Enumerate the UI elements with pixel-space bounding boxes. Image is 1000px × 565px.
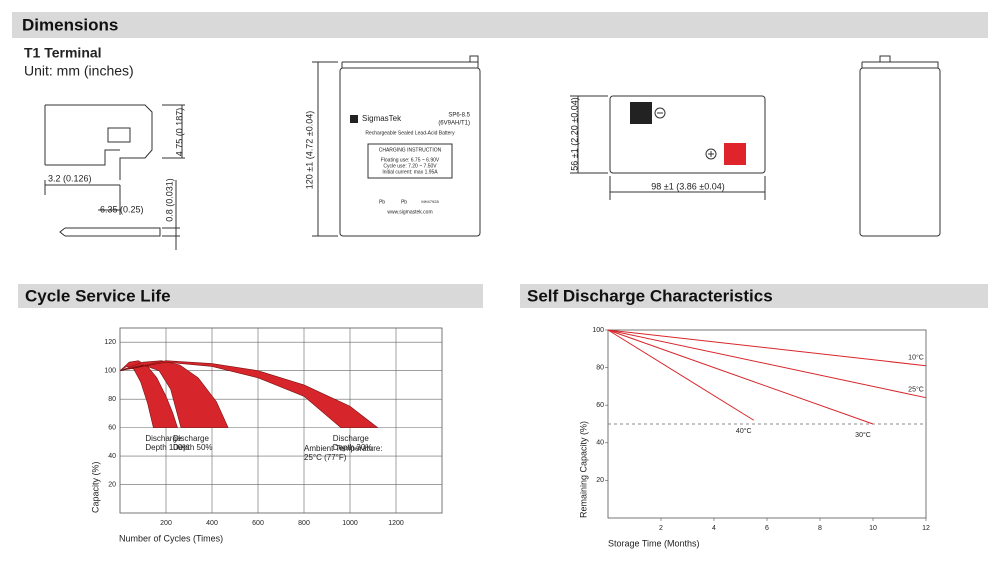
pb-mark: Pb [401, 199, 407, 205]
y-tick-label: 80 [108, 396, 116, 403]
section-heading: Self Discharge Characteristics [527, 286, 773, 305]
dim-label: 0.8 (0.031) [164, 178, 174, 222]
charging-line: Initial current: max 1.95A [382, 169, 438, 175]
dim-label: 3.2 (0.126) [48, 173, 92, 183]
header-bar [12, 12, 988, 38]
section-heading: Cycle Service Life [25, 286, 171, 305]
capacity-band [119, 360, 379, 428]
y-tick-label: 20 [108, 481, 116, 488]
negative-terminal [630, 102, 652, 124]
ul-code: MH47928 [421, 199, 439, 204]
x-tick-label: 400 [206, 520, 218, 527]
y-tick-label: 60 [596, 402, 604, 409]
positive-terminal [724, 143, 746, 165]
front-view [312, 55, 481, 237]
x-tick-label: 4 [712, 525, 716, 532]
band-label: Discharge Depth 30% [332, 433, 373, 452]
charging-line: Floating use: 6.75 ~ 6.90V [381, 157, 440, 163]
plot-frame [119, 327, 443, 514]
dim-label: 6.35 (0.25) [100, 204, 144, 214]
x-tick-label: 800 [298, 520, 310, 527]
dim-label: 4.75 (0.187) [174, 108, 184, 157]
top-view [570, 95, 766, 200]
x-tick-label: 6 [765, 525, 769, 532]
x-tick-label: 1000 [342, 520, 358, 527]
y-tick-label: 40 [596, 440, 604, 447]
unit: Unit: mm (inches) [24, 63, 134, 79]
x-tick-label: 12 [922, 525, 930, 532]
x-tick-label: 10 [869, 525, 877, 532]
x-axis-label: Number of Cycles (Times) [119, 533, 223, 543]
terminal-title: T1 Terminal [24, 45, 102, 61]
brand: SigmasTek [362, 114, 402, 123]
pb-mark: Pb [379, 199, 385, 205]
line-label: 10°C [908, 354, 924, 362]
description: Rechargeable Sealed Lead-Acid Battery [365, 130, 455, 136]
y-tick-label: 60 [108, 424, 116, 431]
discharge-line [607, 329, 755, 421]
terminal-drawing [44, 104, 185, 250]
section-heading: Dimensions [22, 15, 118, 34]
x-tick-label: 600 [252, 520, 264, 527]
line-label: 30°C [855, 431, 871, 439]
x-tick-label: 1200 [388, 520, 404, 527]
dim-label: 56 ±1 (2.20 ±0.04) [569, 97, 579, 170]
logo [350, 115, 358, 123]
side-view [859, 55, 941, 237]
dim-label: 120 ±1 (4.72 ±0.04) [304, 111, 314, 189]
annotation: Ambient Temperature: 25°C (77°F) [304, 443, 383, 462]
y-tick-label: 40 [108, 453, 116, 460]
capacity-band [119, 360, 229, 428]
y-axis-label: Capacity (%) [90, 461, 100, 513]
y-tick-label: 20 [596, 477, 604, 484]
discharge-line [607, 329, 927, 399]
model: SP6-8.5 [448, 113, 470, 119]
discharge-line [607, 329, 874, 425]
line-label: 40°C [736, 427, 752, 435]
dim-label: 98 ±1 (3.86 ±0.04) [651, 181, 724, 191]
x-tick-label: 8 [818, 525, 822, 532]
charging-title: CHARGING INSTRUCTION [379, 147, 442, 153]
band-label: Discharge Depth 100% [145, 433, 190, 452]
x-tick-label: 2 [659, 525, 663, 532]
model-sub: (6V9AH/T1) [438, 121, 470, 127]
y-tick-label: 120 [104, 339, 116, 346]
discharge-line [607, 329, 927, 367]
header-bar [18, 284, 483, 308]
y-axis-label: Remaining Capacity (%) [578, 421, 588, 518]
line-label: 25°C [908, 386, 924, 394]
y-tick-label: 100 [592, 327, 604, 334]
band-label: Discharge Depth 50% [172, 433, 213, 452]
header-bar [520, 284, 988, 308]
x-axis-label: Storage Time (Months) [608, 538, 700, 548]
capacity-band [119, 360, 178, 428]
url: www.sigmastek.com [387, 209, 432, 215]
y-tick-label: 100 [104, 368, 116, 375]
charging-line: Cycle use: 7.20 ~ 7.50V [383, 163, 437, 169]
x-tick-label: 200 [160, 520, 172, 527]
y-tick-label: 80 [596, 364, 604, 371]
